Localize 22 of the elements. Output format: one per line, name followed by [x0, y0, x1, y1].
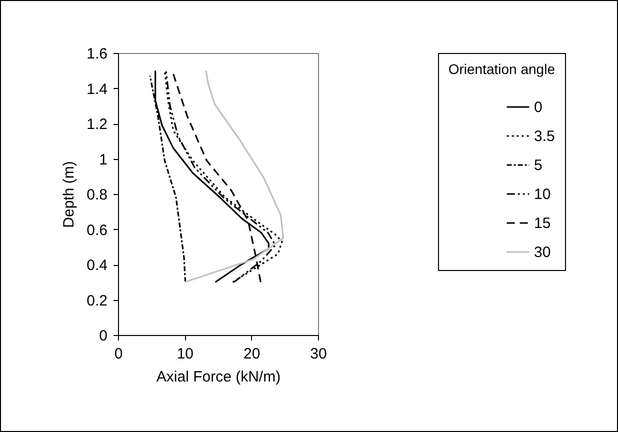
- legend-label: 5: [534, 157, 542, 174]
- x-axis-title: Axial Force (kN/m): [156, 368, 281, 386]
- legend-title: Orientation angle: [448, 61, 556, 77]
- y-tick-label: 1: [99, 151, 108, 168]
- y-tick-label: 0: [99, 328, 108, 344]
- y-tick-label: 0.6: [86, 222, 108, 239]
- legend-label: 15: [534, 215, 551, 232]
- x-tick-label: 30: [310, 346, 327, 362]
- legend-label: 30: [534, 244, 551, 261]
- x-tick-label: 10: [176, 346, 194, 362]
- legend-label: 0: [534, 99, 542, 116]
- x-tick-label: 20: [243, 346, 260, 362]
- y-tick-label: 1.6: [86, 46, 108, 62]
- legend-label: 10: [534, 186, 551, 203]
- y-tick-label: 0.8: [86, 186, 108, 204]
- legend-label: 3.5: [534, 128, 555, 145]
- x-tick-label: 0: [114, 346, 123, 362]
- y-tick-label: 0.2: [86, 292, 108, 310]
- y-tick-label: 1.4: [86, 80, 108, 98]
- y-axis-title: Depth (m): [60, 161, 78, 228]
- y-tick-label: 0.4: [86, 257, 108, 274]
- y-tick-label: 1.2: [86, 116, 108, 133]
